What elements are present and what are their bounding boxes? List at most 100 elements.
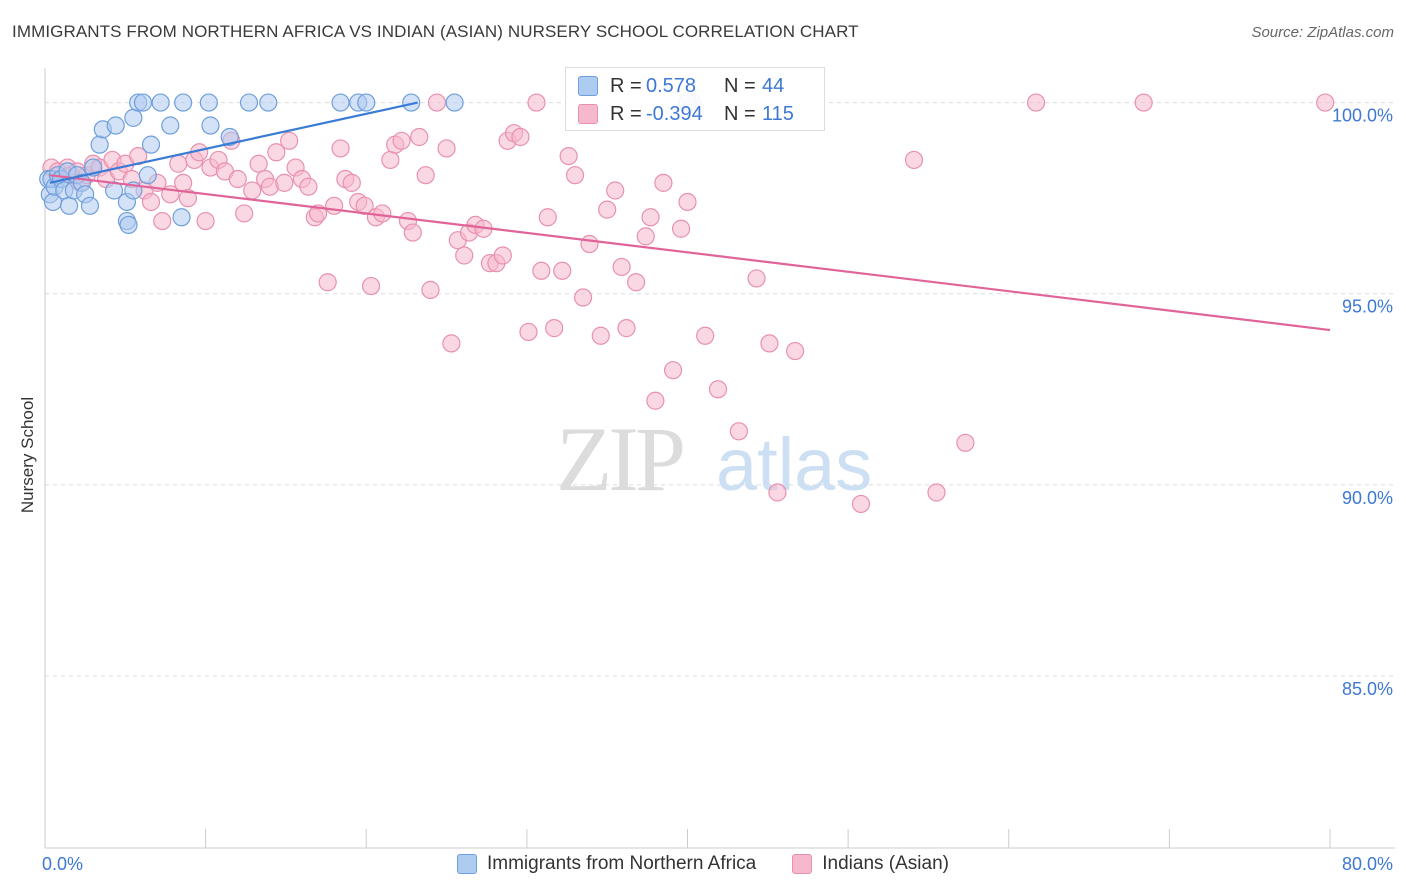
- indians-asian-point: [361, 276, 381, 296]
- legend-label: Indians (Asian): [822, 853, 949, 874]
- indians-asian-point: [196, 211, 215, 231]
- indians-asian-point: [696, 326, 715, 345]
- indians-asian-point: [275, 173, 294, 192]
- legend-item-indians-asian[interactable]: Indians (Asian): [792, 853, 949, 875]
- indians-asian-point: [437, 139, 456, 158]
- legend-label: Immigrants from Northern Africa: [487, 853, 757, 874]
- n-value: 44: [762, 74, 785, 97]
- legend-swatch-pink: [792, 854, 813, 874]
- indians-asian-point: [760, 334, 779, 353]
- northern-africa-point: [106, 116, 125, 135]
- indians-asian-point: [553, 261, 572, 280]
- northern-africa-point: [138, 166, 157, 185]
- northern-africa-points: [39, 93, 697, 235]
- indians-asian-point: [654, 173, 673, 192]
- northern-africa-point: [141, 135, 161, 154]
- northern-africa-point: [199, 93, 218, 112]
- indians-asian-point: [729, 422, 749, 441]
- indians-asian-point: [174, 173, 193, 192]
- indians-asian-point: [416, 166, 435, 185]
- stats-row-northern-africa: R = 0.578 N = 44: [578, 72, 784, 100]
- indians-asian-points: [42, 93, 1335, 514]
- northern-africa-swatch: [578, 76, 598, 96]
- r-value: -0.394: [646, 102, 703, 125]
- northern-africa-point: [151, 93, 170, 112]
- indians-asian-point: [373, 204, 392, 223]
- indians-asian-point: [403, 223, 422, 242]
- indians-asian-trend-line: [49, 174, 1331, 332]
- indians-asian-point: [538, 208, 557, 227]
- legend-swatch-blue: [457, 854, 477, 874]
- northern-africa-point: [90, 135, 109, 154]
- northern-africa-point: [161, 116, 180, 135]
- indians-asian-point: [565, 166, 585, 185]
- indians-asian-point: [606, 181, 625, 200]
- indians-asian-point: [421, 280, 440, 299]
- northern-africa-point: [445, 93, 464, 112]
- tick-labels: 100.0% 95.0% 90.0% 85.0% 0.0% 80.0% Nursery Sc…: [18, 106, 1393, 874]
- indians-asian-point: [671, 219, 691, 238]
- indians-asian-point: [956, 433, 975, 452]
- indians-asian-point: [318, 273, 337, 292]
- indians-asian-point: [532, 261, 551, 280]
- y-tick-label: 100.0%: [1332, 106, 1393, 126]
- indians-asian-point: [636, 227, 655, 246]
- indians-asian-point: [455, 246, 474, 265]
- watermark-zip: ZIP: [556, 408, 683, 510]
- indians-asian-point: [904, 150, 924, 170]
- indians-asian-point: [299, 177, 318, 196]
- indians-asian-point: [169, 154, 188, 173]
- r-label: R =: [610, 74, 642, 97]
- indians-asian-point: [331, 139, 350, 158]
- indians-asian-point: [228, 169, 247, 189]
- indians-asian-point: [153, 211, 172, 231]
- r-value: 0.578: [646, 74, 697, 97]
- northern-africa-point: [201, 116, 220, 135]
- northern-africa-point: [220, 127, 239, 147]
- indians-asian-point: [235, 204, 254, 223]
- n-value: 115: [762, 102, 794, 125]
- northern-africa-point: [119, 215, 138, 235]
- indians-asian-point: [545, 319, 564, 338]
- northern-africa-point: [357, 93, 376, 112]
- stats-row-indians-asian: R = -0.394 N = 115: [578, 100, 794, 128]
- indians-asian-point: [641, 208, 660, 227]
- indians-asian-swatch: [578, 104, 598, 124]
- northern-africa-point: [259, 93, 278, 112]
- northern-africa-point: [239, 93, 259, 112]
- indians-asian-point: [580, 234, 599, 254]
- indians-asian-point: [381, 150, 400, 170]
- indians-asian-point: [927, 483, 946, 502]
- indians-asian-point: [591, 326, 610, 345]
- indians-asian-point: [442, 334, 461, 353]
- source-label: Source: ZipAtlas.com: [1251, 24, 1394, 41]
- northern-africa-point: [80, 196, 100, 215]
- indians-asian-point: [267, 143, 286, 162]
- indians-asian-point: [325, 196, 344, 215]
- indians-asian-point: [663, 361, 683, 380]
- stats-legend-box: R = 0.578 N = 44 R = -0.394 N = 115: [565, 67, 825, 131]
- indians-asian-point: [626, 273, 646, 292]
- n-label: N =: [724, 74, 756, 97]
- northern-africa-point: [172, 208, 191, 227]
- indians-asian-point: [612, 257, 631, 277]
- indians-asian-point: [427, 93, 447, 112]
- indians-asian-point: [646, 391, 665, 410]
- northern-africa-point: [133, 93, 153, 112]
- x-tick-label: 80.0%: [1342, 854, 1393, 874]
- indians-asian-point: [178, 189, 198, 208]
- legend-item-northern-africa[interactable]: Immigrants from Northern Africa: [457, 853, 756, 875]
- y-tick-label: 95.0%: [1342, 297, 1393, 317]
- indians-asian-point: [851, 494, 871, 514]
- y-tick-label: 85.0%: [1342, 679, 1393, 699]
- indians-asian-point: [573, 288, 593, 307]
- northern-africa-point: [402, 93, 421, 112]
- indians-asian-point: [511, 127, 530, 147]
- indians-asian-point: [519, 322, 538, 342]
- r-label: R =: [610, 102, 642, 125]
- indians-asian-point: [141, 192, 161, 212]
- watermark: ZIP atlas: [556, 408, 872, 510]
- northern-africa-point: [331, 93, 350, 112]
- northern-africa-point: [59, 196, 79, 215]
